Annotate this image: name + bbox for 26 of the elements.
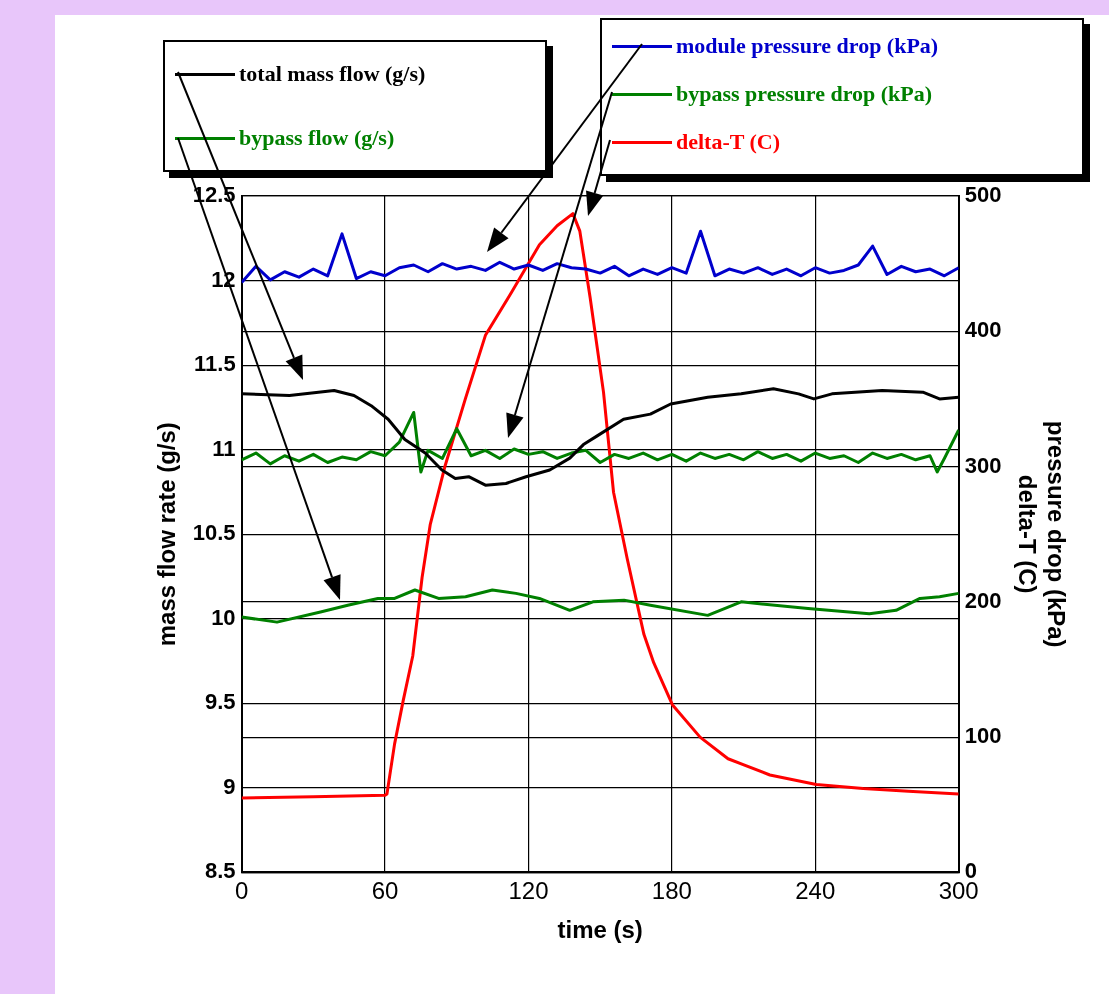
y-tick-label: 10.5 <box>192 520 236 546</box>
y2-tick-label: 400 <box>964 317 1002 343</box>
y2-axis-title: pressure drop (kPa) delta-T (C) <box>1014 420 1070 648</box>
y2-tick-label: 500 <box>964 182 1002 208</box>
legend-label: module pressure drop (kPa) <box>676 33 939 59</box>
x-tick-label: 180 <box>651 877 692 905</box>
y-tick-label: 9.5 <box>205 689 236 715</box>
y-tick-label: 11.5 <box>194 351 236 377</box>
x-tick-label: 60 <box>371 877 399 905</box>
y-tick-label: 8.5 <box>205 858 236 884</box>
y-tick-label: 10 <box>211 604 236 630</box>
legend-label: bypass flow (g/s) <box>239 125 395 151</box>
y-axis-title: mass flow rate (g/s) <box>153 422 181 647</box>
x-tick-label: 120 <box>508 877 549 905</box>
y2-tick-label: 100 <box>964 723 1002 749</box>
legend-label: bypass pressure drop (kPa) <box>676 81 933 107</box>
x-tick-label: 0 <box>234 877 249 905</box>
legend-label: total mass flow (g/s) <box>239 61 426 87</box>
legend-label: delta-T (C) <box>676 129 781 155</box>
x-tick-label: 240 <box>795 877 836 905</box>
y2-tick-label: 200 <box>964 587 1002 613</box>
y2-tick-label: 300 <box>964 452 1002 478</box>
y-tick-label: 9 <box>223 773 236 799</box>
x-tick-label: 300 <box>938 877 979 905</box>
y-tick-label: 11 <box>212 435 236 461</box>
x-axis-title: time (s) <box>557 916 643 944</box>
